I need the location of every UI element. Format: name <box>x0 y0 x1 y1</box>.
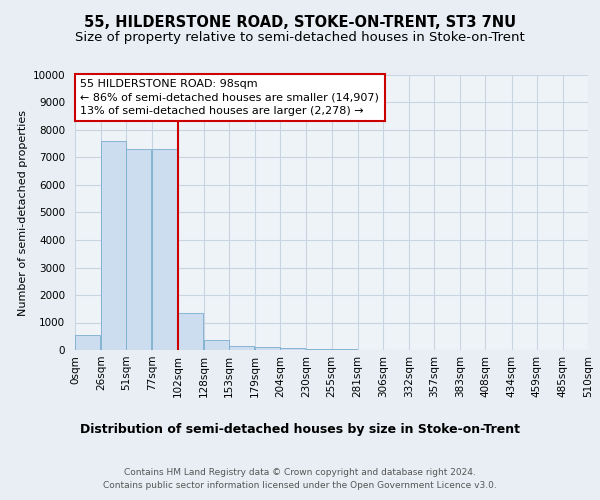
Bar <box>280 348 305 350</box>
Y-axis label: Number of semi-detached properties: Number of semi-detached properties <box>19 110 28 316</box>
Bar <box>255 346 280 350</box>
Bar <box>204 340 229 350</box>
Bar <box>229 346 254 350</box>
Text: Size of property relative to semi-detached houses in Stoke-on-Trent: Size of property relative to semi-detach… <box>75 31 525 44</box>
Bar <box>127 149 151 350</box>
Bar <box>101 141 127 350</box>
Text: 55 HILDERSTONE ROAD: 98sqm
← 86% of semi-detached houses are smaller (14,907)
13: 55 HILDERSTONE ROAD: 98sqm ← 86% of semi… <box>80 79 379 116</box>
Bar <box>152 149 178 350</box>
Text: Contains HM Land Registry data © Crown copyright and database right 2024.: Contains HM Land Registry data © Crown c… <box>124 468 476 477</box>
Text: Contains public sector information licensed under the Open Government Licence v3: Contains public sector information licen… <box>103 480 497 490</box>
Text: 55, HILDERSTONE ROAD, STOKE-ON-TRENT, ST3 7NU: 55, HILDERSTONE ROAD, STOKE-ON-TRENT, ST… <box>84 15 516 30</box>
Text: Distribution of semi-detached houses by size in Stoke-on-Trent: Distribution of semi-detached houses by … <box>80 424 520 436</box>
Bar <box>75 335 100 350</box>
Bar <box>307 348 331 350</box>
Bar <box>178 313 203 350</box>
